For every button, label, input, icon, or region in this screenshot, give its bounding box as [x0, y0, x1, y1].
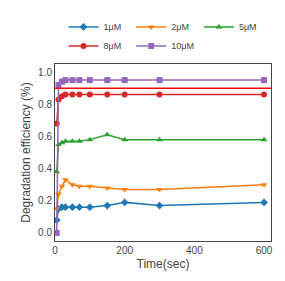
svg-text:0.2: 0.2 [38, 195, 52, 206]
svg-text:200: 200 [116, 245, 133, 256]
svg-text:5μM: 5μM [239, 22, 257, 32]
svg-text:2μM: 2μM [171, 22, 189, 32]
svg-text:Time(sec): Time(sec) [137, 257, 190, 271]
svg-text:0.4: 0.4 [38, 163, 52, 174]
svg-text:400: 400 [186, 245, 203, 256]
svg-text:1μM: 1μM [104, 22, 122, 32]
svg-text:10μM: 10μM [171, 41, 194, 51]
svg-text:1.0: 1.0 [38, 67, 52, 78]
svg-text:0: 0 [52, 245, 58, 256]
svg-text:0.6: 0.6 [38, 131, 52, 142]
svg-text:0.8: 0.8 [38, 99, 52, 110]
svg-text:8μM: 8μM [104, 41, 122, 51]
svg-text:Degradation efficiency (%): Degradation efficiency (%) [19, 82, 33, 223]
svg-text:0.0: 0.0 [38, 227, 52, 238]
svg-text:600: 600 [256, 245, 273, 256]
